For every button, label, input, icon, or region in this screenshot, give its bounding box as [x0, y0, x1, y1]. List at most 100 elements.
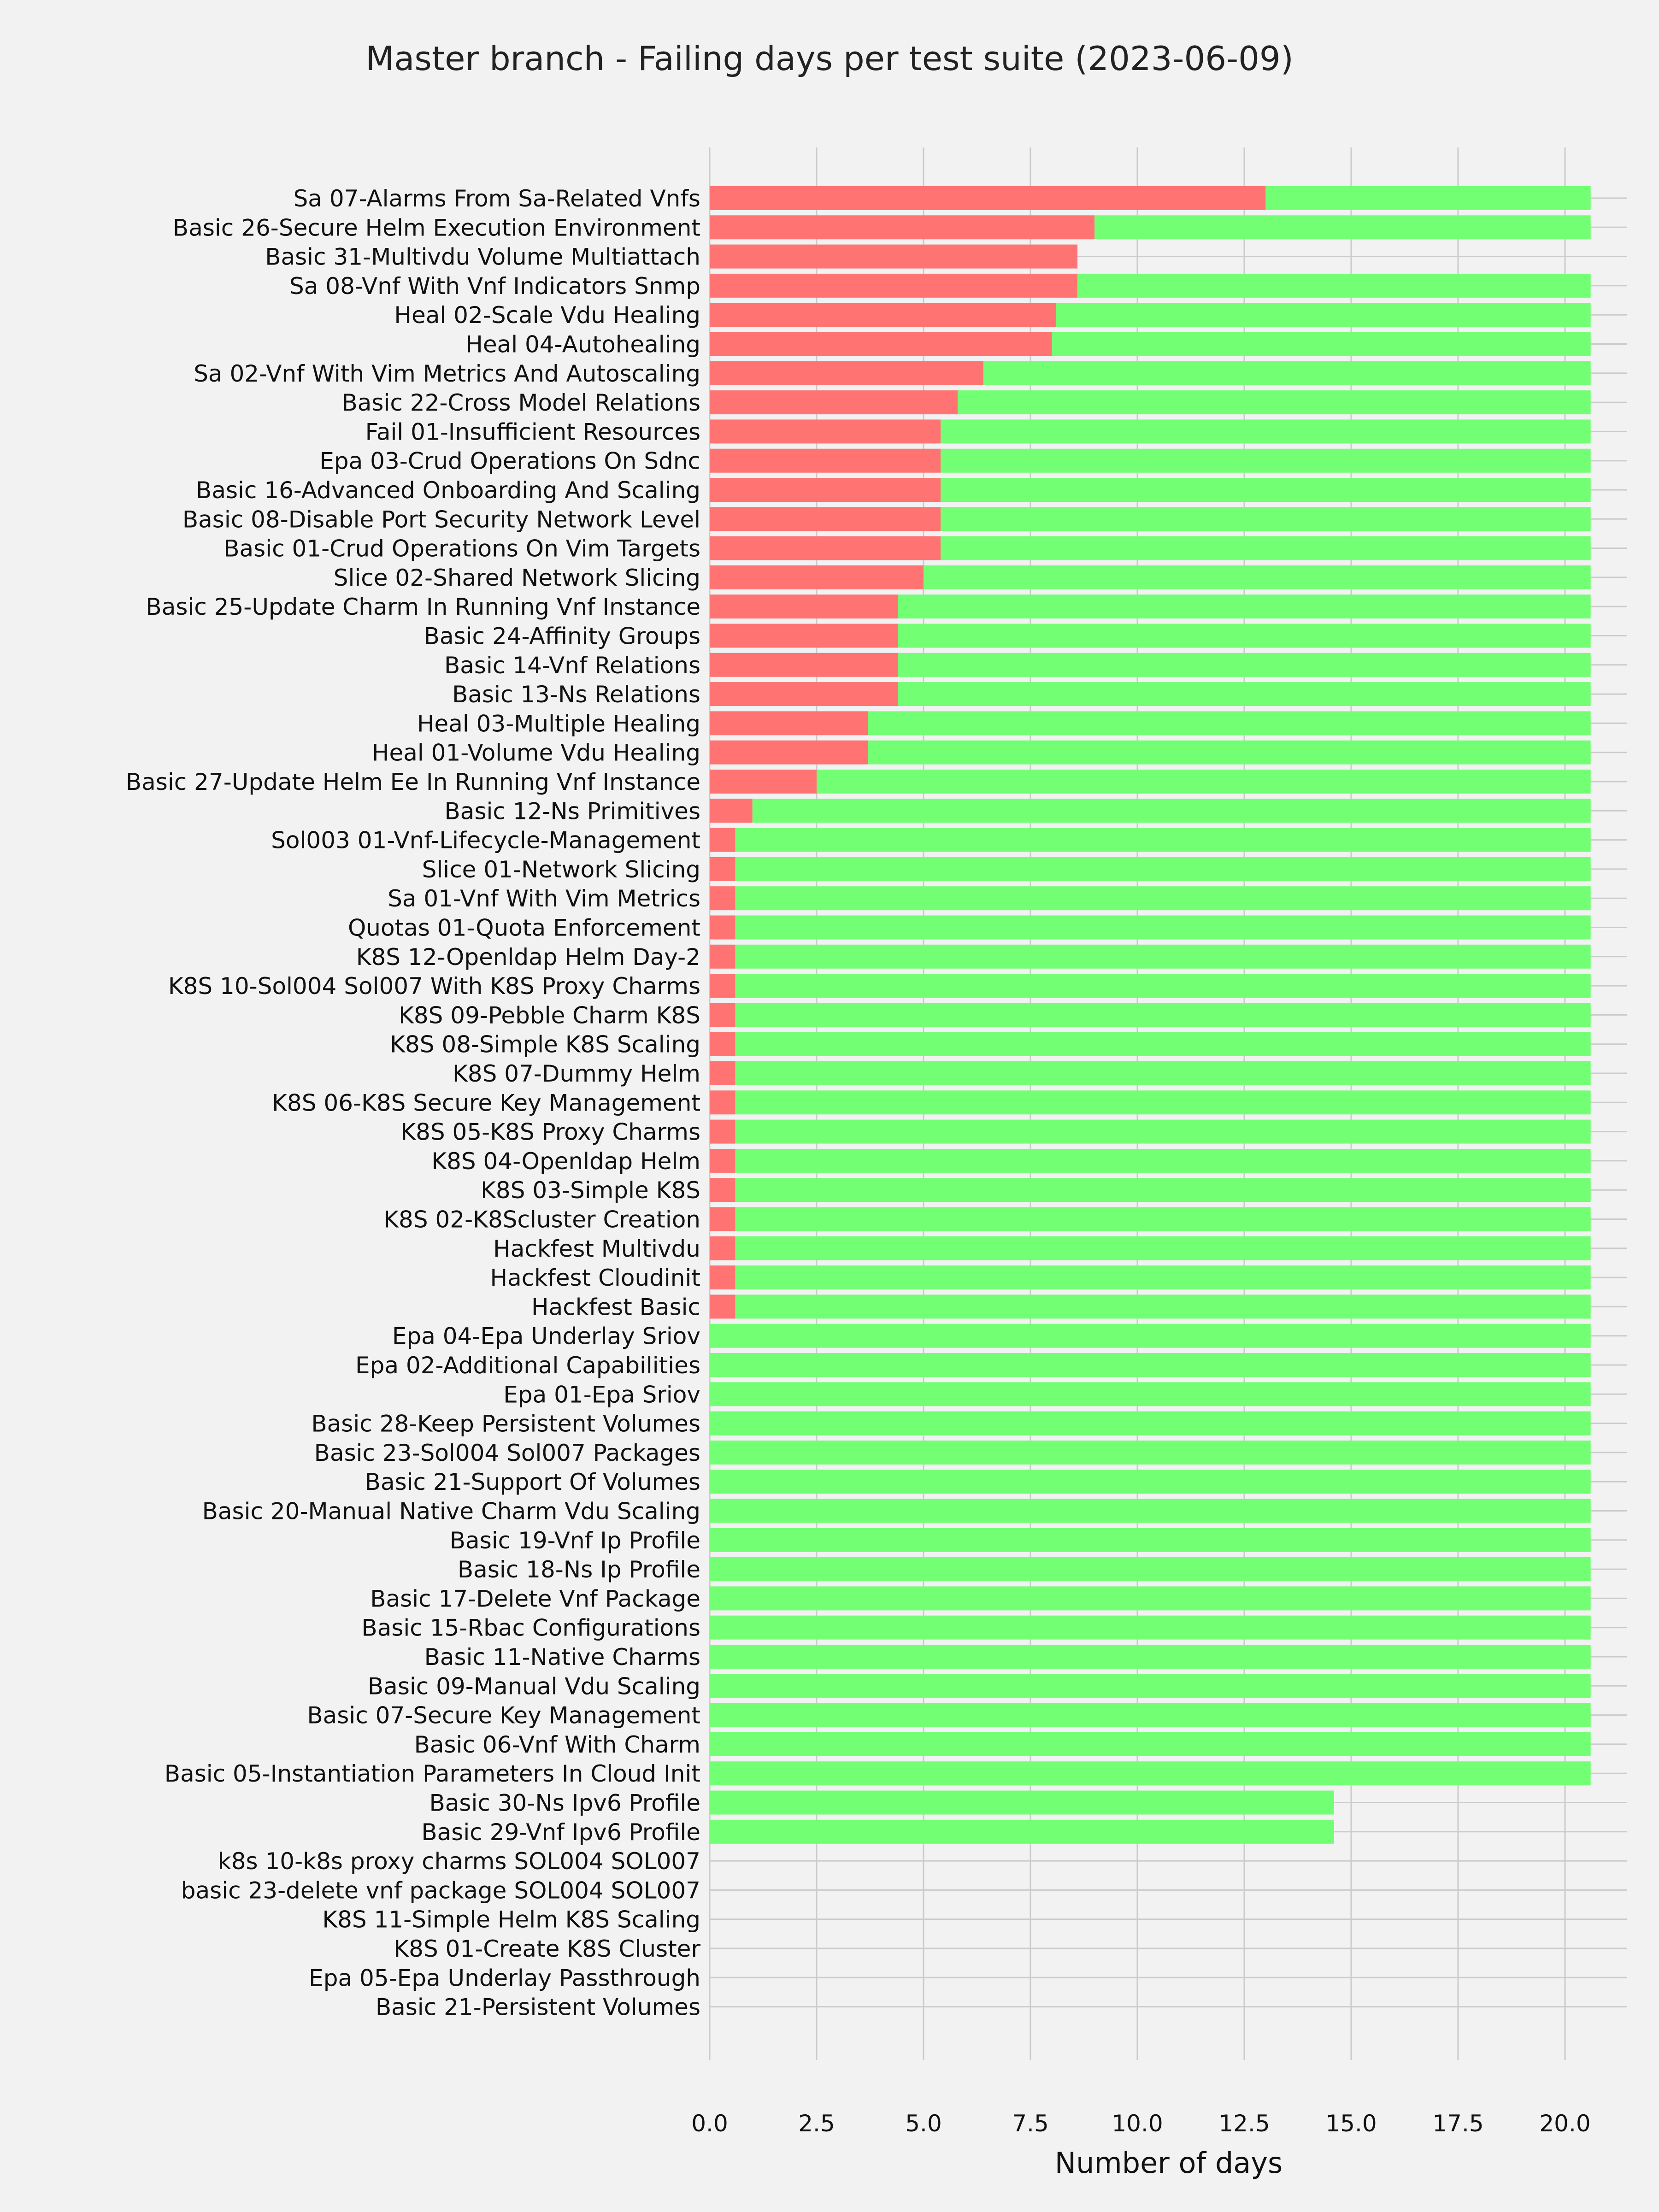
- x-tick-label: 12.5: [1218, 2110, 1270, 2137]
- pass-bar: [735, 915, 1591, 940]
- pass-bar: [941, 448, 1591, 473]
- category-label: Basic 17-Delete Vnf Package: [370, 1585, 700, 1612]
- pass-bar: [735, 974, 1591, 998]
- x-tick-label: 7.5: [1012, 2110, 1049, 2137]
- category-label: k8s 10-k8s proxy charms SOL004 SOL007: [218, 1848, 700, 1875]
- category-label: K8S 03-Simple K8S: [481, 1177, 700, 1204]
- fail-bar: [710, 1294, 735, 1319]
- fail-bar: [710, 390, 958, 415]
- fail-bar: [710, 1061, 735, 1085]
- category-label: Basic 26-Secure Helm Execution Environme…: [173, 214, 700, 241]
- fail-bar: [710, 186, 1266, 210]
- fail-bar: [710, 332, 1052, 356]
- fail-bar: [710, 244, 1078, 269]
- pass-bar: [868, 711, 1591, 735]
- category-label: Hackfest Basic: [531, 1294, 700, 1320]
- fail-bar: [710, 974, 735, 998]
- pass-bar: [941, 536, 1591, 560]
- category-label: Slice 02-Shared Network Slicing: [334, 565, 700, 591]
- fail-bar: [710, 419, 941, 444]
- category-label: Quotas 01-Quota Enforcement: [348, 915, 700, 941]
- category-label: Basic 06-Vnf With Charm: [414, 1731, 700, 1758]
- category-label: Hackfest Cloudinit: [490, 1265, 701, 1291]
- fail-bar: [710, 594, 898, 619]
- category-label: Heal 03-Multiple Healing: [417, 710, 700, 737]
- pass-bar: [924, 565, 1591, 589]
- pass-bar: [735, 1148, 1591, 1173]
- pass-bar: [710, 1819, 1334, 1844]
- category-label: K8S 05-K8S Proxy Charms: [400, 1119, 700, 1146]
- pass-bar: [1056, 303, 1591, 327]
- pass-bar: [735, 1178, 1591, 1202]
- fail-bar: [710, 1207, 735, 1231]
- pass-bar: [710, 1382, 1591, 1406]
- pass-bar: [1094, 215, 1591, 240]
- pass-bar: [710, 1674, 1591, 1698]
- category-label: Epa 01-Epa Sriov: [503, 1381, 700, 1408]
- category-label: Hackfest Multivdu: [493, 1235, 700, 1262]
- x-tick-label: 20.0: [1539, 2110, 1590, 2137]
- category-label: Epa 04-Epa Underlay Sriov: [392, 1323, 700, 1350]
- fail-bar: [710, 682, 898, 706]
- x-tick-label: 0.0: [691, 2110, 728, 2137]
- category-label: Sa 08-Vnf With Vnf Indicators Snmp: [289, 273, 700, 300]
- pass-bar: [710, 1324, 1591, 1348]
- category-label: Basic 19-Vnf Ip Profile: [450, 1527, 700, 1554]
- category-label: Basic 31-Multivdu Volume Multiattach: [265, 244, 700, 271]
- fail-bar: [710, 361, 983, 385]
- category-label: Basic 22-Cross Model Relations: [341, 389, 700, 416]
- category-label: Sa 01-Vnf With Vim Metrics: [388, 885, 700, 912]
- pass-bar: [735, 1090, 1591, 1115]
- chart-title: Master branch - Failing days per test su…: [365, 39, 1294, 78]
- fail-bar: [710, 1178, 735, 1202]
- category-label: K8S 04-Openldap Helm: [431, 1148, 700, 1175]
- category-label: Basic 24-Affinity Groups: [424, 623, 700, 650]
- fail-bar: [710, 1148, 735, 1173]
- pass-bar: [898, 624, 1591, 648]
- category-label: Sa 07-Alarms From Sa-Related Vnfs: [294, 185, 700, 212]
- fail-bar: [710, 799, 753, 823]
- pass-bar: [710, 1557, 1591, 1582]
- category-label: Basic 08-Disable Port Security Network L…: [182, 506, 700, 533]
- category-label: Heal 01-Volume Vdu Healing: [372, 740, 700, 766]
- fail-bar: [710, 1090, 735, 1115]
- pass-bar: [941, 419, 1591, 444]
- fail-bar: [710, 944, 735, 969]
- fail-bar: [710, 448, 941, 473]
- category-label: Heal 04-Autohealing: [465, 331, 700, 358]
- fail-bar: [710, 303, 1056, 327]
- pass-bar: [735, 1236, 1591, 1260]
- category-label: Basic 12-Ns Primitives: [445, 798, 701, 824]
- pass-bar: [898, 594, 1591, 619]
- pass-bar: [710, 1615, 1591, 1640]
- pass-bar: [898, 653, 1591, 677]
- pass-bar: [898, 682, 1591, 706]
- fail-bar: [710, 536, 941, 560]
- pass-bar: [735, 857, 1591, 881]
- category-label: K8S 07-Dummy Helm: [453, 1060, 700, 1087]
- category-label: Basic 11-Native Charms: [424, 1644, 700, 1671]
- fail-bar: [710, 1032, 735, 1056]
- pass-bar: [735, 944, 1591, 969]
- pass-bar: [735, 1207, 1591, 1231]
- x-tick-label: 17.5: [1432, 2110, 1483, 2137]
- pass-bar: [1265, 186, 1591, 210]
- category-label: Fail 01-Insufficient Resources: [365, 418, 700, 445]
- fail-bar: [710, 507, 941, 531]
- pass-bar: [752, 799, 1591, 823]
- fail-bar: [710, 653, 898, 677]
- x-tick-label: 2.5: [798, 2110, 835, 2137]
- fail-bar: [710, 215, 1095, 240]
- pass-bar: [983, 361, 1591, 385]
- pass-bar: [735, 828, 1591, 852]
- bars: [710, 186, 1591, 1844]
- category-label: Basic 20-Manual Native Charm Vdu Scaling: [202, 1498, 700, 1525]
- category-label: K8S 12-Openldap Helm Day-2: [356, 944, 700, 971]
- category-label: Basic 13-Ns Relations: [452, 681, 700, 708]
- category-label: Basic 15-Rbac Configurations: [361, 1615, 700, 1641]
- fail-bar: [710, 273, 1078, 298]
- x-tick-label: 5.0: [905, 2110, 942, 2137]
- category-label: Basic 21-Support Of Volumes: [365, 1469, 700, 1495]
